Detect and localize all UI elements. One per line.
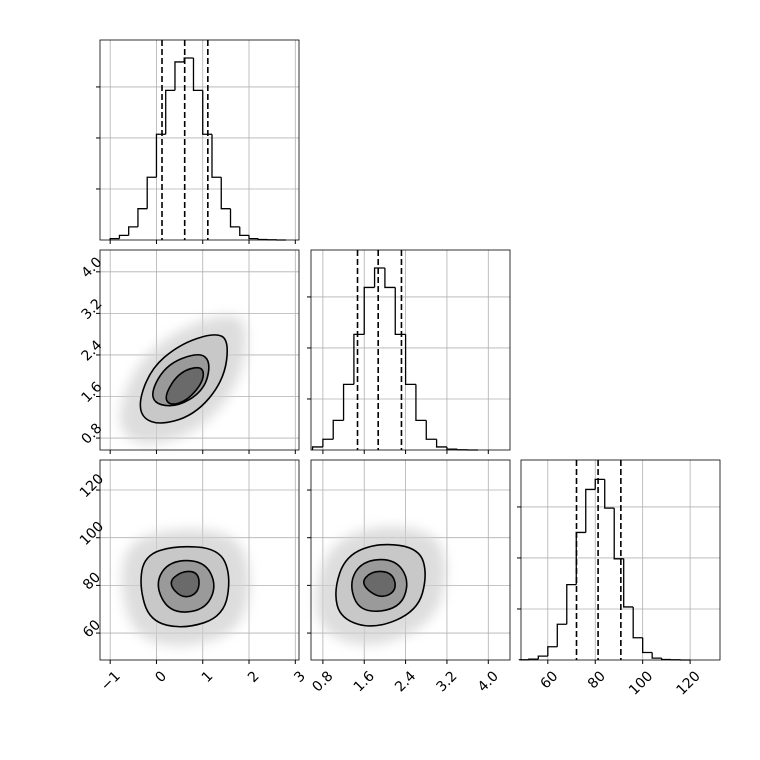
histogram-bin [239,226,250,237]
histogram-bin [435,439,447,448]
x-tick-label: 0 [152,668,170,686]
histogram-bin [202,90,212,135]
histogram-bin [322,438,334,447]
x-tick-label: 3 [291,668,309,686]
x-tick-label: 60 [537,668,561,692]
panel-frame [310,459,511,661]
x-tick-label: 4.0 [475,668,502,695]
histogram-bin [109,237,120,240]
histogram-bin [556,623,567,647]
histogram-bin [613,508,624,560]
x-tick-label: 1 [199,668,217,686]
histogram-bin [404,334,416,386]
histogram-bin [192,58,203,91]
histogram-bin [220,177,231,210]
x-tick-label: 3.2 [433,668,460,695]
histogram-bin [257,238,268,241]
histogram-bin [342,383,354,421]
histogram-bin [537,655,548,660]
histogram-bin [363,286,375,335]
x-tick-label: 2 [245,668,263,686]
x-tick-label: 0.8 [309,668,336,695]
histogram-bin [415,384,427,422]
x-tick-label: −1 [98,668,124,694]
x-tick-label: 120 [674,668,704,698]
histogram-bin [229,208,240,228]
contour [363,570,396,598]
histogram-bin [566,584,577,625]
histogram-bin [373,267,385,288]
histogram-bin [585,488,596,533]
x-tick-label: 1.6 [351,668,378,695]
x-tick-label: 100 [626,668,656,698]
histogram-bin [118,234,129,239]
histogram-bin [353,333,365,385]
histogram-bin [332,419,344,440]
panel-background [100,40,299,240]
histogram-bin [146,176,157,209]
histogram-bin [425,420,437,440]
histogram-bin [604,479,615,509]
histogram-bin [642,637,653,654]
panel-frame [520,459,721,661]
histogram-bin [651,652,662,659]
contour [170,570,200,598]
contour [165,366,205,405]
histogram-bin [211,134,222,178]
histogram-bin [174,61,185,91]
histogram-bin [165,89,175,135]
histogram-bin [128,226,138,236]
histogram-bin [594,478,605,490]
histogram-bin [311,446,323,450]
panel-frame [310,249,511,451]
histogram-bin [632,606,643,639]
histogram-bin [384,268,396,289]
histogram-bin [446,446,458,450]
histogram-bin [547,646,558,657]
histogram-bin [137,208,148,227]
histogram-bin [623,558,634,608]
histogram-bin [661,658,672,661]
histogram-bin [248,235,259,240]
panel-frame [99,249,300,451]
panel-frame [99,39,300,241]
x-tick-label: 2.4 [392,668,419,695]
x-tick-label: 80 [585,668,609,692]
panel-frame [99,459,300,661]
